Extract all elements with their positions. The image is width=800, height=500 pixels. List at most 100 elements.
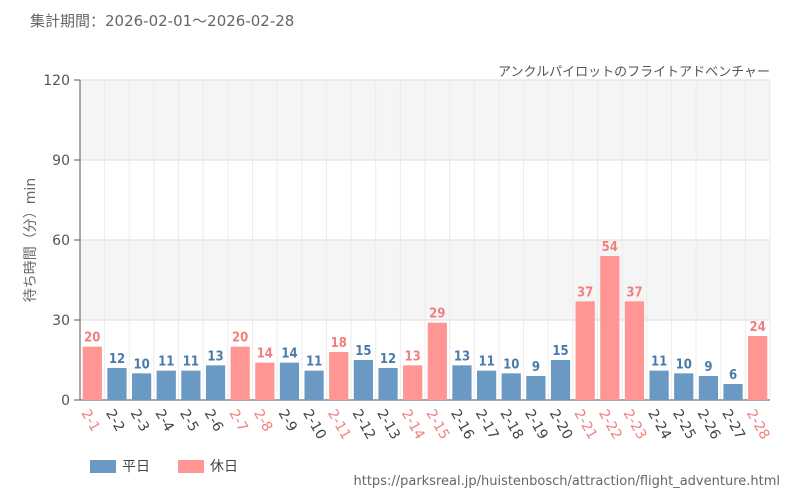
bar-value-label: 10	[503, 357, 519, 372]
bar-value-label: 9	[704, 360, 712, 375]
bar-value-label: 14	[257, 347, 273, 362]
bar	[131, 373, 152, 400]
x-tick-label: 2-3	[127, 407, 152, 435]
x-tick-label: 2-9	[275, 407, 300, 435]
bar	[329, 352, 349, 400]
x-tick-label: 2-10	[299, 407, 329, 443]
bar	[82, 346, 102, 400]
y-tick-label: 120	[43, 73, 70, 89]
bar-value-label: 12	[109, 352, 125, 367]
legend-label-holiday: 休日	[210, 459, 238, 475]
bar	[723, 384, 743, 400]
x-tick-label: 2-11	[324, 407, 354, 443]
x-tick-label: 2-18	[496, 407, 526, 443]
y-tick-label: 0	[61, 393, 70, 409]
bar-value-label: 37	[626, 285, 642, 300]
legend: 平日 休日	[90, 456, 238, 476]
bar-value-label: 20	[84, 331, 100, 346]
bar-value-label: 13	[405, 349, 421, 364]
x-tick-label: 2-26	[694, 407, 724, 443]
bar-value-label: 10	[133, 357, 149, 372]
x-tick-label: 2-5	[176, 407, 201, 435]
bar-value-label: 29	[429, 307, 445, 322]
x-tick-label: 2-7	[225, 407, 250, 435]
legend-item-holiday: 休日	[178, 456, 238, 476]
x-tick-label: 2-23	[620, 407, 650, 443]
bar	[501, 373, 521, 400]
bar	[378, 368, 398, 400]
bar-value-label: 11	[306, 355, 322, 370]
bar-value-label: 54	[602, 240, 618, 255]
bar	[427, 322, 447, 400]
chart-subtitle: アンクルパイロットのフライトアドベンチャー	[498, 65, 770, 80]
bar-value-label: 6	[729, 368, 737, 383]
bar	[748, 336, 768, 400]
x-tick-label: 2-13	[373, 407, 403, 443]
x-tick-label: 2-6	[201, 407, 226, 435]
bar-value-label: 13	[454, 349, 470, 364]
x-tick-label: 2-1	[78, 407, 103, 435]
bar-value-label: 24	[750, 320, 766, 335]
x-tick-label: 2-17	[472, 407, 502, 443]
x-tick-label: 2-22	[595, 407, 625, 443]
y-tick-label: 90	[52, 153, 70, 169]
x-tick-label: 2-14	[398, 407, 428, 443]
legend-label-weekday: 平日	[122, 459, 150, 475]
x-tick-label: 2-24	[644, 407, 674, 443]
x-tick-label: 2-27	[718, 407, 748, 443]
bar-value-label: 11	[651, 355, 667, 370]
x-tick-label: 2-28	[743, 407, 773, 443]
bar	[353, 360, 374, 400]
bar	[674, 373, 694, 400]
bar	[403, 365, 423, 400]
x-tick-label: 2-20	[546, 407, 576, 443]
bar	[304, 370, 324, 400]
y-axis-label: 待ち時間（分）min	[23, 177, 39, 303]
x-tick-label: 2-8	[250, 407, 275, 435]
bar	[550, 360, 571, 400]
bar-value-label: 13	[207, 349, 223, 364]
bar	[156, 370, 176, 400]
x-tick-label: 2-4	[151, 407, 176, 435]
bar	[181, 370, 201, 400]
bar	[698, 376, 719, 400]
bar	[205, 365, 226, 400]
bar-value-label: 11	[183, 355, 199, 370]
bar	[230, 346, 250, 400]
bar	[526, 376, 546, 400]
bar-value-label: 10	[676, 357, 692, 372]
period-label: 集計期間：2026-02-01～2026-02-28	[30, 12, 295, 30]
bar	[600, 256, 620, 400]
bar	[624, 301, 645, 400]
bar-value-label: 18	[331, 336, 347, 351]
bar	[107, 368, 127, 400]
bar-value-label: 14	[281, 347, 297, 362]
source-url: https://parksreal.jp/huistenbosch/attrac…	[353, 474, 781, 489]
bar-value-label: 9	[532, 360, 540, 375]
bar	[575, 301, 595, 400]
x-tick-label: 2-2	[102, 407, 127, 435]
bar	[476, 370, 497, 400]
legend-swatch-holiday	[178, 459, 204, 473]
x-tick-label: 2-19	[521, 407, 551, 443]
bar	[452, 365, 472, 400]
x-tick-label: 2-15	[423, 407, 453, 443]
x-tick-label: 2-16	[447, 407, 477, 443]
bar-value-label: 11	[478, 355, 494, 370]
x-tick-label: 2-12	[349, 407, 379, 443]
x-tick-label: 2-25	[669, 407, 699, 443]
x-tick-label: 2-21	[570, 407, 600, 443]
bar-value-label: 12	[380, 352, 396, 367]
bar	[255, 362, 275, 400]
bar-value-label: 15	[552, 344, 568, 359]
legend-item-weekday: 平日	[90, 456, 150, 476]
legend-swatch-weekday	[90, 459, 116, 473]
bar	[279, 362, 300, 400]
bar-value-label: 20	[232, 331, 248, 346]
bar-value-label: 11	[158, 355, 174, 370]
bar	[649, 370, 669, 400]
bar-value-label: 15	[355, 344, 371, 359]
y-tick-label: 60	[52, 233, 70, 249]
bar-value-label: 37	[577, 285, 593, 300]
